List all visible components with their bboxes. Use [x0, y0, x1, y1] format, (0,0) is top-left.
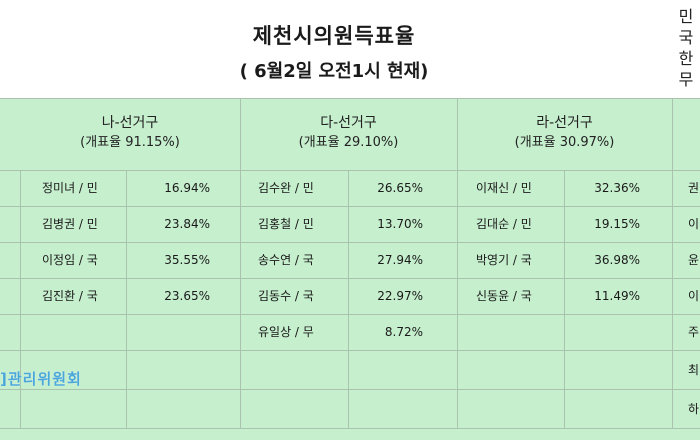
- grid-line: [0, 389, 700, 390]
- grid-line: [0, 314, 700, 315]
- candidate-pct: 23.65%: [164, 289, 210, 303]
- right-edge-glyph: 이: [688, 289, 700, 303]
- grid-line: [672, 98, 673, 428]
- side-header-char: 민: [678, 7, 694, 26]
- candidate-pct: 19.15%: [594, 217, 640, 231]
- grid-line: [564, 170, 565, 428]
- candidate-pct: 22.97%: [377, 289, 423, 303]
- grid-line: [0, 350, 700, 351]
- candidate-pct: 27.94%: [377, 253, 423, 267]
- candidate-name: 신동윤 / 국: [476, 289, 532, 303]
- district-header: 나-선거구 (개표율 91.15%): [20, 114, 240, 152]
- candidate-name: 김동수 / 국: [258, 289, 314, 303]
- district-header: 다-선거구 (개표율 29.10%): [240, 114, 457, 152]
- district-name: 나-선거구: [101, 115, 159, 131]
- candidate-pct: 8.72%: [384, 325, 423, 339]
- grid-line: [0, 206, 700, 207]
- page-title: 제천시의원득표율: [252, 24, 416, 48]
- candidate-name: 이재신 / 민: [476, 181, 532, 195]
- grid-line: [0, 428, 700, 429]
- candidate-name: 김수완 / 민: [258, 181, 314, 195]
- right-edge-glyph: 최: [688, 363, 700, 377]
- candidate-name: 김홍철 / 민: [258, 217, 314, 231]
- grid-line: [20, 170, 21, 428]
- district-header: 라-선거구 (개표율 30.97%): [457, 114, 672, 152]
- district-rate: (개표율 30.97%): [514, 135, 615, 150]
- candidate-pct: 26.65%: [377, 181, 423, 195]
- candidate-pct: 23.84%: [164, 217, 210, 231]
- district-rate: (개표율 29.10%): [298, 135, 399, 150]
- candidate-pct: 35.55%: [164, 253, 210, 267]
- grid-line: [126, 170, 127, 428]
- right-edge-glyph: 주: [688, 325, 700, 339]
- grid-line: [0, 242, 700, 243]
- side-header-char: 무: [678, 70, 694, 89]
- district-rate: (개표율 91.15%): [80, 135, 180, 150]
- candidate-name: 김병권 / 민: [42, 217, 98, 231]
- title-area: 제천시의원득표율 ( 6월2일 오전1시 현재): [0, 0, 668, 98]
- grid-line: [0, 170, 700, 171]
- candidate-name: 김진환 / 국: [42, 289, 98, 303]
- grid-line: [457, 98, 458, 428]
- candidate-name: 정미녀 / 민: [42, 181, 98, 195]
- grid-line: [240, 98, 241, 428]
- watermark-text: ]관리위원회: [0, 370, 82, 388]
- right-edge-glyph: 하: [688, 402, 700, 416]
- right-edge-glyph: 윤: [688, 253, 700, 267]
- right-edge-glyph: 이: [688, 217, 700, 231]
- candidate-pct: 11.49%: [594, 289, 640, 303]
- results-table: [0, 98, 700, 440]
- side-header-char: 국: [678, 28, 694, 47]
- grid-line: [0, 278, 700, 279]
- district-name: 다-선거구: [320, 115, 377, 131]
- district-name: 라-선거구: [536, 115, 593, 131]
- candidate-pct: 16.94%: [164, 181, 210, 195]
- grid-line: [0, 98, 700, 99]
- grid-line: [348, 170, 349, 428]
- candidate-pct: 32.36%: [594, 181, 640, 195]
- candidate-pct: 36.98%: [594, 253, 640, 267]
- candidate-name: 박영기 / 국: [476, 253, 532, 267]
- candidate-pct: 13.70%: [377, 217, 423, 231]
- candidate-name: 이정임 / 국: [42, 253, 98, 267]
- side-header-text: 민 국 한 무: [672, 6, 700, 90]
- candidate-name: 송수연 / 국: [258, 253, 314, 267]
- candidate-name: 유일상 / 무: [258, 325, 314, 339]
- candidate-name: 김대순 / 민: [476, 217, 532, 231]
- side-header-char: 한: [678, 49, 694, 68]
- page-subtitle: ( 6월2일 오전1시 현재): [239, 61, 429, 82]
- right-edge-glyph: 권: [688, 181, 700, 195]
